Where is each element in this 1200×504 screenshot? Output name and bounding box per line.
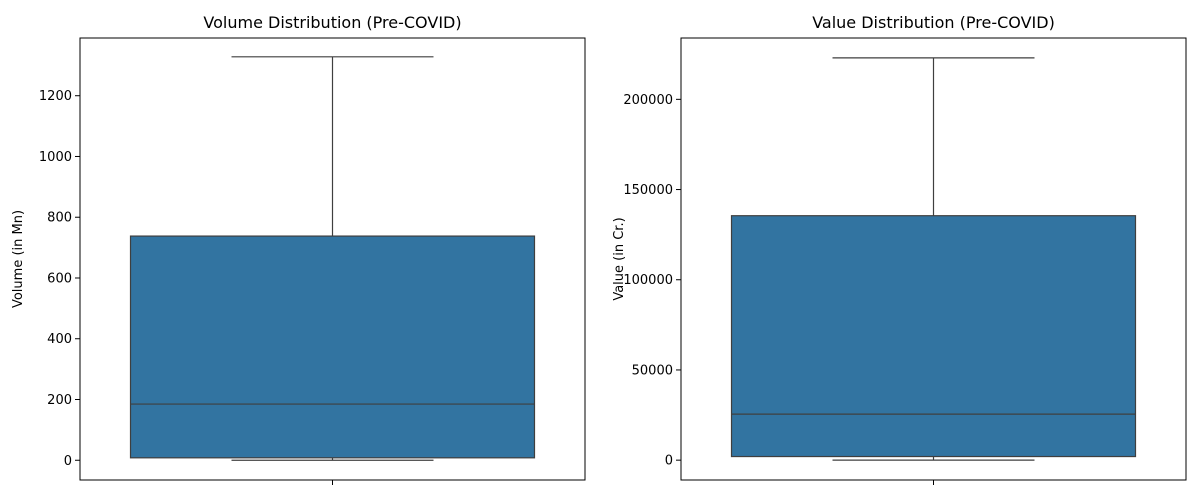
y-tick-label: 150000: [623, 183, 673, 198]
y-tick-label: 600: [47, 271, 72, 286]
y-tick-label: 0: [64, 454, 72, 469]
chart-panel-1: Volume Distribution (Pre-COVID) Volume (i…: [11, 13, 586, 485]
y-tick-label: 50000: [632, 363, 673, 378]
y-tick-label: 1200: [39, 89, 72, 104]
y-tick-label: 1000: [39, 150, 72, 165]
y-axis-label: Value (in Cr.): [612, 217, 627, 300]
iqr-box: [730, 215, 1137, 458]
y-tick-label: 400: [47, 332, 72, 347]
chart-title: Value Distribution (Pre-COVID): [812, 13, 1055, 32]
y-tick-label: 200000: [623, 93, 673, 108]
chart-panel-2: Value Distribution (Pre-COVID) Value (in …: [612, 13, 1187, 485]
chart-title: Volume Distribution (Pre-COVID): [203, 13, 461, 32]
iqr-box: [129, 235, 536, 459]
plot-frame: [680, 37, 1187, 481]
plot-frame: [79, 37, 586, 481]
y-tick-label: 800: [47, 211, 72, 226]
y-tick-label: 100000: [623, 273, 673, 288]
y-axis-label: Volume (in Mn): [11, 210, 26, 308]
y-tick-label: 0: [665, 454, 673, 469]
y-tick-label: 200: [47, 393, 72, 408]
